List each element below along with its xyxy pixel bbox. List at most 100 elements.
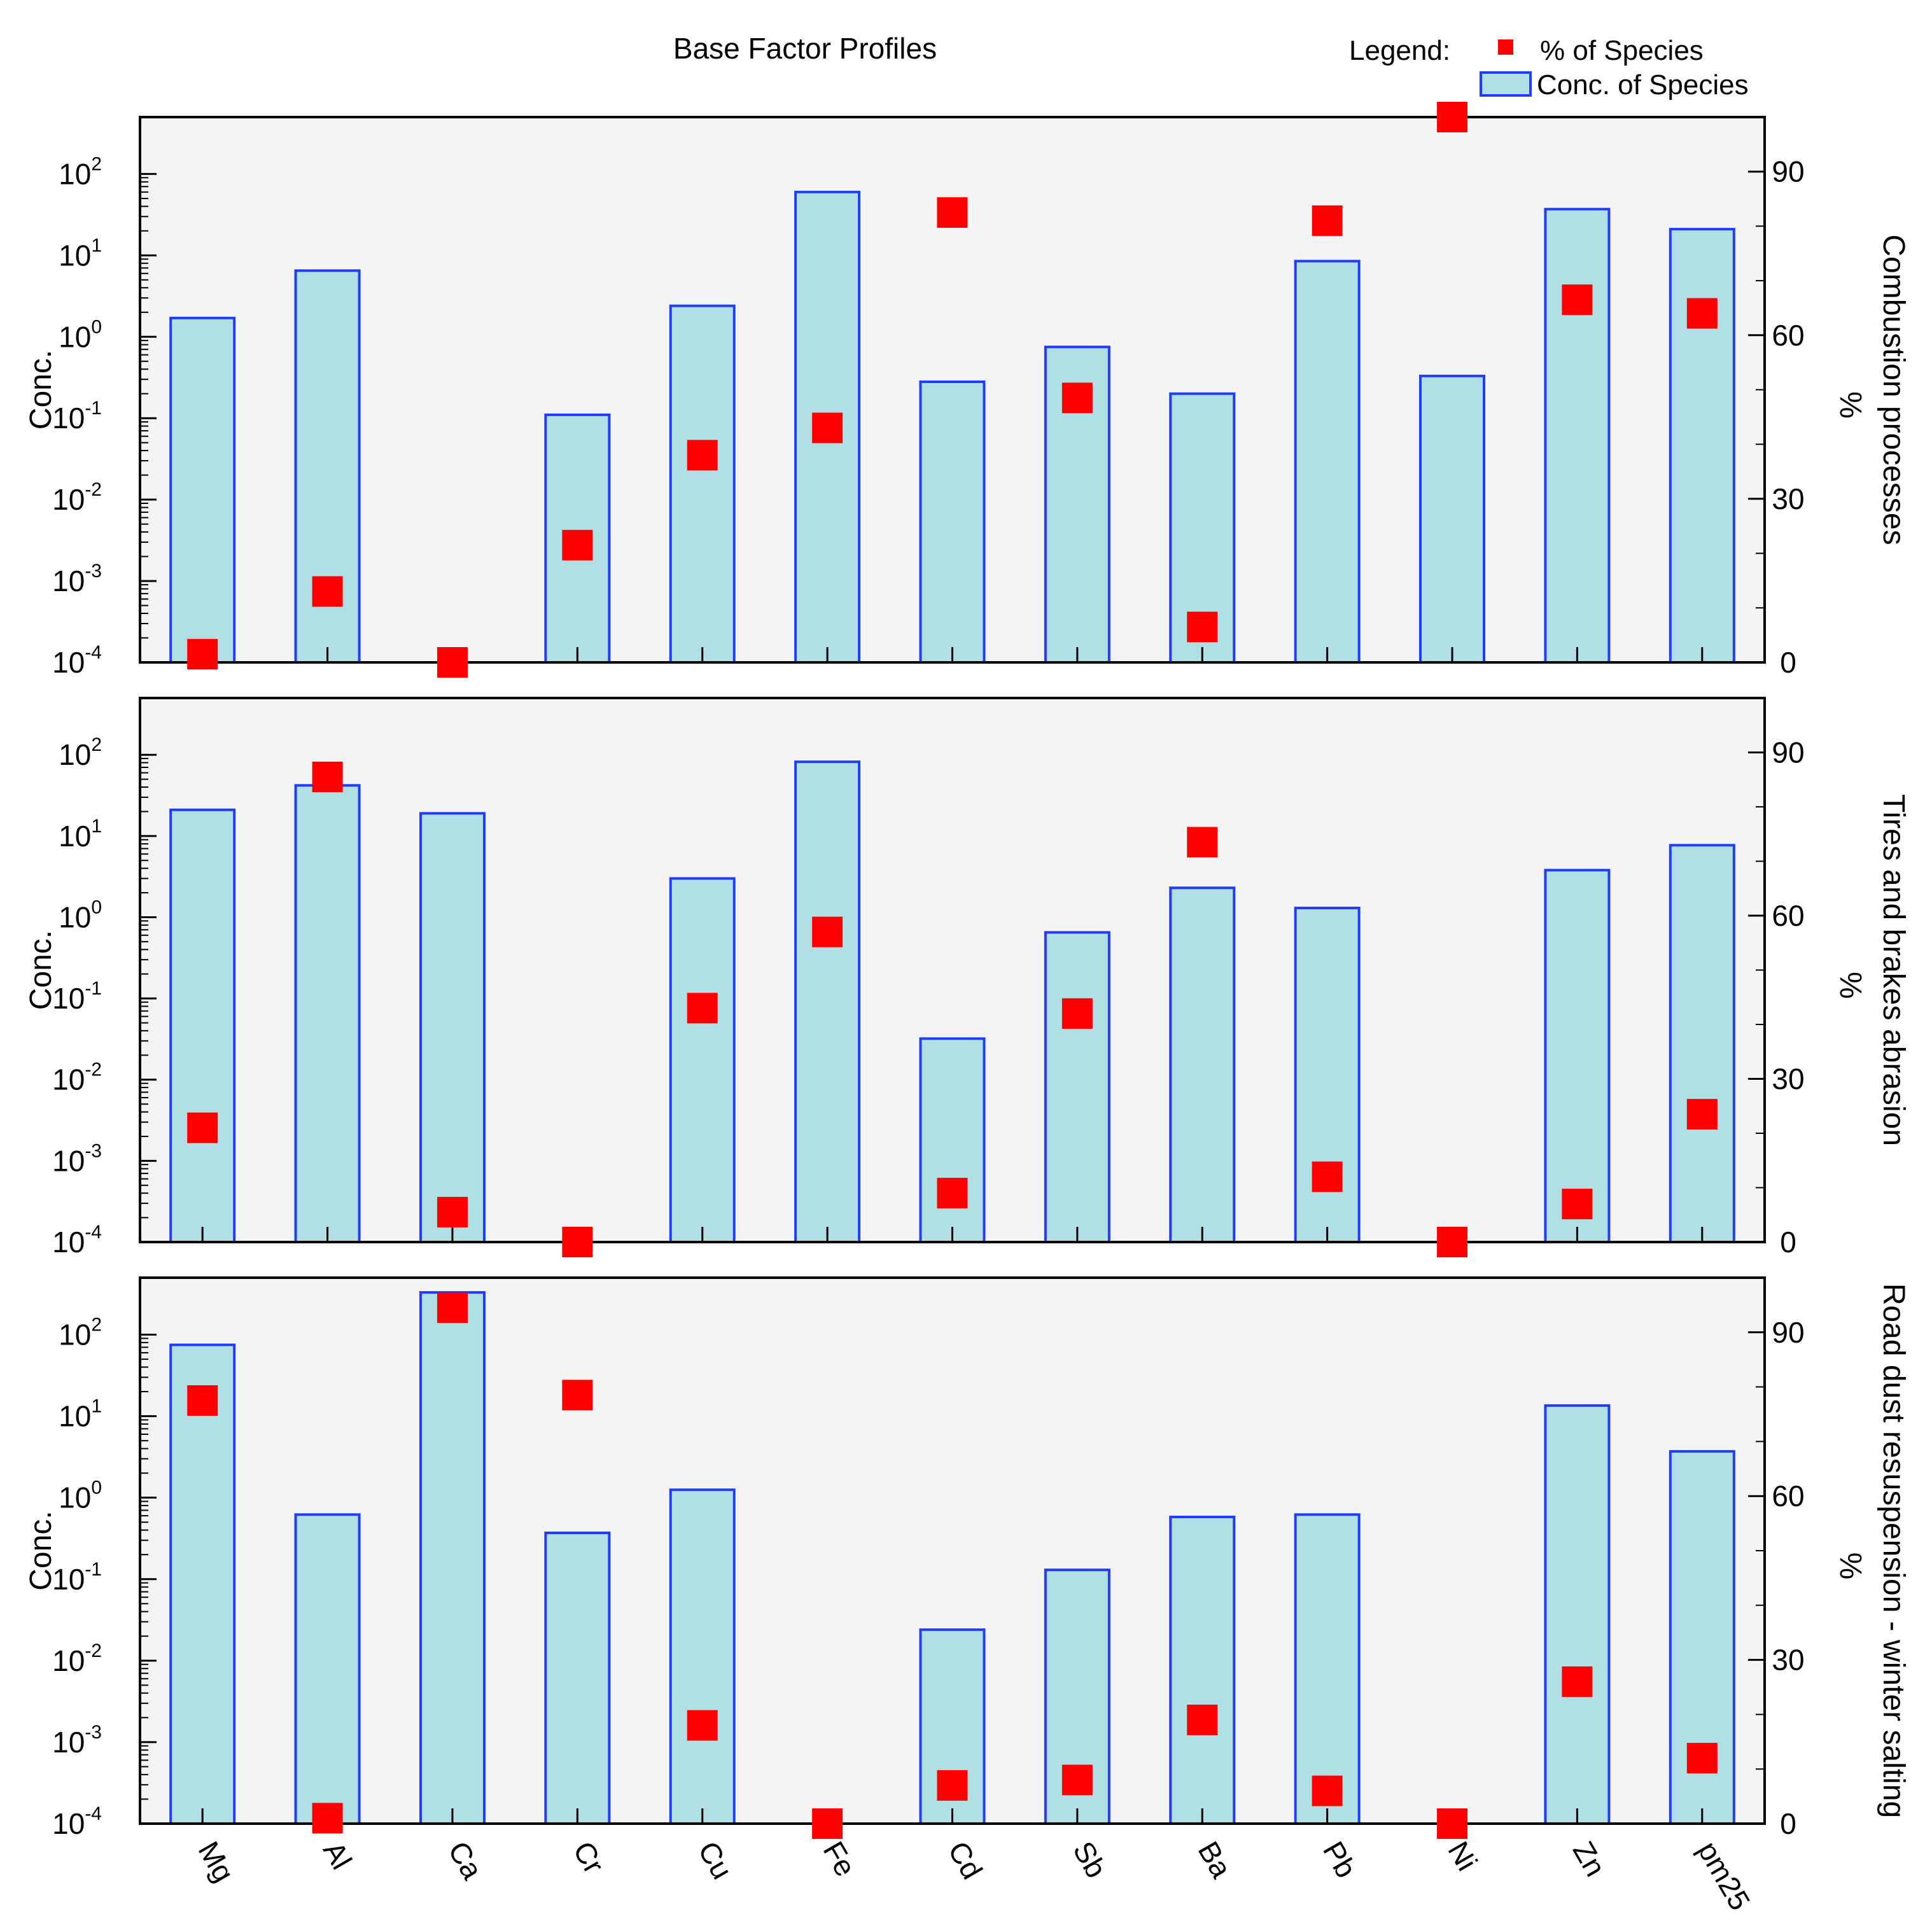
plot-frame [139,697,1766,1243]
legend-item-percent: % of Species [1540,35,1704,66]
left-axis-label: Conc. [24,350,58,430]
marker-Ca [437,1196,468,1227]
marker-Cd [937,1770,968,1801]
marker-Al [312,576,343,607]
left-tick-label: 10-3 [52,561,102,597]
bar-Zn [1544,207,1611,664]
marker-Ba [1187,1704,1218,1735]
marker-Cr [562,1227,593,1257]
x-tick-label-Ba: Ba [1192,1836,1238,1883]
left-tick-label: 10-1 [52,398,102,435]
right-tick-label: 90 [1772,155,1804,188]
marker-Pb [1312,205,1343,236]
x-tick-label-Al: Al [317,1836,358,1875]
marker-Ba [1187,827,1218,858]
bar-Cd [919,1037,986,1243]
marker-Mg [187,639,218,670]
x-tick-label-Ni: Ni [1441,1836,1484,1876]
x-tick-label-Ca: Ca [442,1836,489,1885]
marker-Ni [1437,1227,1468,1257]
bar-Ca [419,812,486,1243]
panel-label: Road dust resuspension - winter salting [1877,1283,1910,1818]
marker-pm25 [1686,1743,1718,1774]
bar-pm25 [1669,844,1735,1243]
marker-Sb [1061,1764,1093,1796]
left-tick-label: 10-2 [52,1059,102,1096]
bar-Pb [1294,260,1361,664]
left-tick-label: 10-1 [52,978,102,1015]
left-tick-label: 100 [59,897,102,933]
left-tick-label: 102 [59,1315,102,1352]
marker-Cr [562,529,593,561]
x-tick-label-Mg: Mg [192,1836,241,1887]
x-tick-label-pm25: pm25 [1691,1836,1757,1916]
bar-Mg [169,316,236,664]
left-tick-label: 10-2 [52,479,102,516]
right-tick-label: 90 [1772,1316,1804,1349]
bar-Cu [669,1488,736,1825]
marker-Sb [1061,998,1093,1029]
right-axis-label: % [1833,972,1867,999]
plot-frame [139,1276,1766,1825]
left-tick-label: 10-1 [52,1559,102,1596]
bar-Mg [169,1343,236,1825]
left-tick-label: 101 [59,1396,102,1433]
right-tick-label: 60 [1772,1479,1804,1512]
marker-Al [312,1803,343,1834]
panel-label: Tires and brakes abrasion [1877,794,1910,1146]
right-axis-label: % [1833,391,1867,419]
legend-marker-swatch [1498,39,1513,55]
left-tick-label: 10-4 [52,1222,102,1259]
left-tick-label: 10-3 [52,1722,102,1759]
bar-Mg [169,808,236,1243]
bar-Sb [1044,931,1110,1243]
marker-Zn [1562,284,1593,316]
marker-Al [312,761,343,792]
marker-Ni [1437,102,1468,132]
marker-Cu [687,993,718,1024]
legend-bar-swatch [1480,71,1532,97]
marker-Zn [1562,1666,1593,1697]
bar-pm25 [1669,228,1735,664]
x-tick-label-Cd: Cd [942,1836,989,1885]
bar-Ni [1419,374,1486,664]
bar-Cu [669,877,736,1243]
legend-item-conc: Conc. of Species [1537,69,1749,101]
left-tick-label: 102 [59,153,102,190]
panel-1: 10-4 10-3 10-2 10-1 100 101 102 0 30 60 90 Conc.% Co… [24,102,1910,679]
x-tick-label-Fe: Fe [816,1836,862,1882]
legend: Legend: % of Species Conc. of Species [1349,35,1749,101]
left-tick-label: 100 [59,1477,102,1514]
right-tick-label: 30 [1772,1063,1804,1096]
x-tick-label-Pb: Pb [1317,1836,1363,1883]
x-tick-label-Cr: Cr [567,1836,611,1879]
right-tick-label: 0 [1780,1807,1796,1840]
marker-Pb [1312,1161,1343,1192]
bar-Cd [919,381,986,664]
right-tick-label: 30 [1772,482,1804,515]
bar-Zn [1544,1404,1611,1825]
bar-Ba [1169,1515,1236,1825]
bar-Ba [1169,886,1236,1244]
left-tick-label: 10-3 [52,1140,102,1177]
marker-pm25 [1686,298,1718,329]
bar-Zn [1544,869,1611,1243]
left-tick-label: 100 [59,316,102,353]
bar-Cu [669,304,736,664]
right-tick-label: 30 [1772,1644,1804,1677]
panel-3: 10-4 10-3 10-2 10-1 100 101 102 0 30 60 90 Conc.% Ro… [24,1276,1910,1916]
left-tick-label: 101 [59,816,102,853]
left-tick-label: 10-2 [52,1640,102,1677]
marker-Mg [187,1112,218,1143]
left-axis-label: Conc. [24,930,58,1010]
marker-Ba [1187,611,1218,643]
x-tick-label-Cu: Cu [692,1836,739,1885]
panel-label: Combustion processes [1877,234,1910,545]
marker-Ca [437,1292,468,1324]
bar-Cr [544,1531,611,1825]
marker-Cu [687,440,718,471]
marker-Cd [937,197,968,228]
bar-Pb [1294,1513,1361,1825]
left-tick-label: 10-4 [52,642,102,679]
